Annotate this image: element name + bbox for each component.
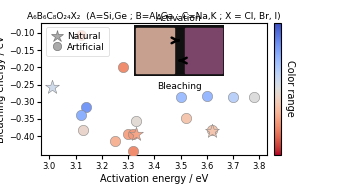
Point [133,133,139,136]
Point [178,95,183,98]
Point [130,149,136,152]
Point [183,117,189,120]
Text: Activation: Activation [156,14,202,23]
Point [130,132,136,135]
X-axis label: Activation energy / eV: Activation energy / eV [100,174,208,184]
Point [78,33,83,36]
Y-axis label: Color range: Color range [285,60,295,117]
Title: A₆B₆C₈O₂₄X₂  (A=Si,Ge ; B=Al,Ga ; C=Na,K ; X = Cl, Br, I): A₆B₆C₈O₂₄X₂ (A=Si,Ge ; B=Al,Ga ; C=Na,K … [28,12,281,21]
Point [49,85,55,88]
Point [112,140,118,143]
Point [209,129,215,132]
Point [204,94,209,97]
Text: Bleaching: Bleaching [157,82,201,91]
Point [125,133,131,136]
Legend: Natural, Artificial: Natural, Artificial [46,27,109,56]
Point [133,119,139,122]
Point [78,114,83,117]
Point [230,95,236,98]
Point [209,129,215,132]
Point [83,105,89,108]
Point [81,128,86,131]
Point [251,95,257,98]
Y-axis label: Bleaching energy / eV: Bleaching energy / eV [0,35,6,143]
Point [120,66,126,69]
